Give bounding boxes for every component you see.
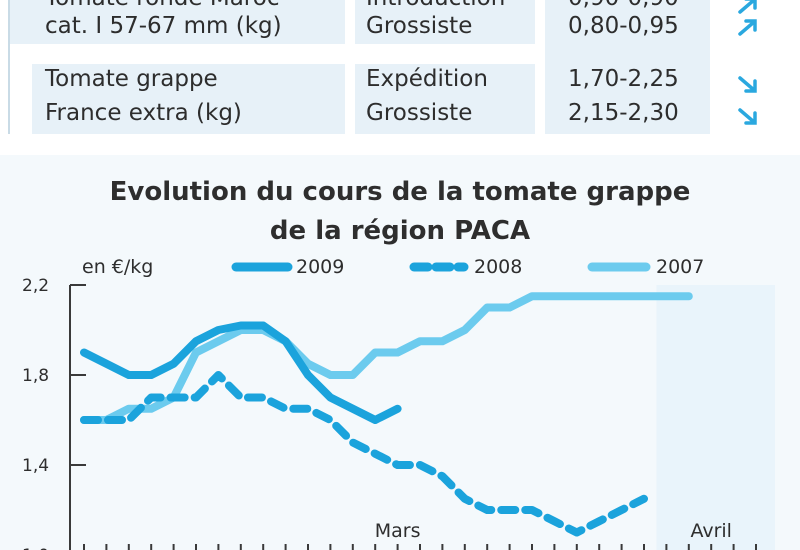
row2-product-line2: France extra (kg) [45,100,242,126]
row1-product-bg [10,0,345,44]
row2-stage-line2: Grossiste [366,100,473,126]
row1-stage-line1: Introduction [366,0,505,15]
month-label: Mars [375,520,421,542]
y-tick-label: 2,2 [22,276,49,296]
april-shaded-area [656,285,775,550]
row2-stage-line1: Expédition [366,66,488,92]
row1-product-line1: Tomate ronde Maroc [45,0,279,15]
y-axis-unit-label: en €/kg [82,256,153,278]
series-line-2009 [80,321,402,424]
row2-product-bg [32,64,345,134]
trend-down-arrow-icon [738,76,757,93]
row1-price-line2: 0,80-0,95 [568,13,679,39]
legend-label-2007: 2007 [656,256,704,278]
row1-stage-bg [355,0,535,44]
x-ticks [83,544,757,550]
row1-product-line2: cat. I 57-67 mm (kg) [45,13,282,39]
month-labels: Mars Avril [375,520,732,542]
row1-price-line1: 0,90-0,90 [568,0,679,15]
series-lines [80,292,693,537]
series-line-2007 [80,292,693,424]
row2-stage-bg [355,64,535,134]
price-table: Tomate ronde Maroc cat. I 57-67 mm (kg) … [0,0,800,138]
row1-stage-line2: Grossiste [366,13,473,39]
y-tick-label: 1,4 [22,456,49,476]
legend-label-2008: 2008 [474,256,522,278]
chart-title-line2: de la région PACA [270,216,530,246]
trend-up-arrow-icon [738,0,757,14]
series-line-2008 [80,371,648,537]
trend-up-arrow-icon [738,19,757,36]
trend-down-arrow-icon [738,108,757,125]
y-ticks: 2,2 1,8 1,4 1,0 [22,276,86,550]
chart-title-line1: Evolution du cours de la tomate grappe [110,177,691,207]
row2-price-line1: 1,70-2,25 [568,66,679,92]
y-tick-label: 1,0 [22,546,49,550]
row2-product-line1: Tomate grappe [45,66,218,92]
price-column-bg [545,0,710,134]
legend-label-2009: 2009 [296,256,344,278]
y-tick-label: 1,8 [22,366,49,386]
legend: 2009 2008 2007 [231,256,704,278]
price-line-chart: Evolution du cours de la tomate grappe d… [22,177,775,550]
chart-panel: Evolution du cours de la tomate grappe d… [0,155,800,550]
row2-price-line2: 2,15-2,30 [568,100,679,126]
table-left-border [8,0,10,134]
month-label: Avril [690,520,732,542]
